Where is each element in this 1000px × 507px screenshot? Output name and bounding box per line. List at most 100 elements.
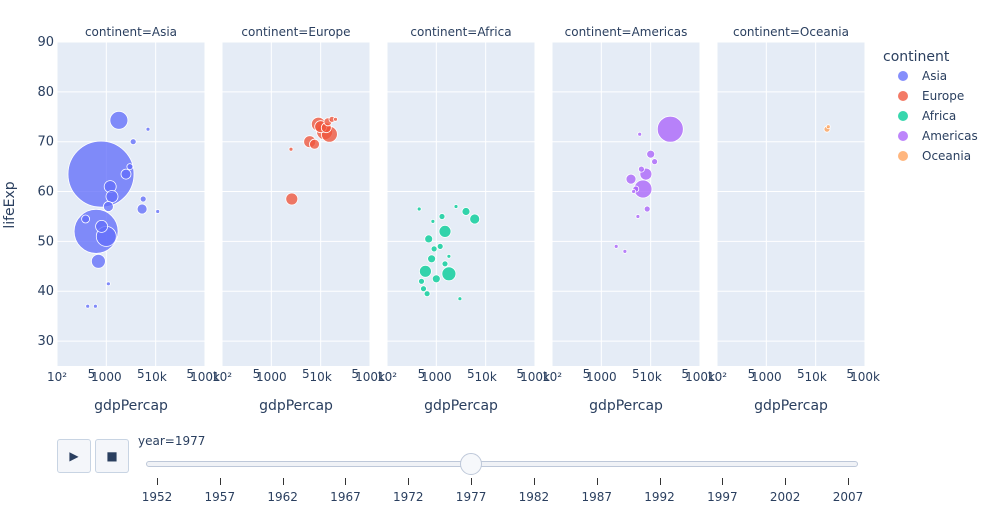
legend-title: continent xyxy=(883,49,950,65)
bubble-africa xyxy=(420,285,427,293)
x-tick-label: 100k xyxy=(850,370,880,384)
bubble-americas xyxy=(638,165,645,173)
legend-marker-oceania xyxy=(898,151,908,161)
bubble-africa xyxy=(416,206,422,212)
current-year-label: year=1977 xyxy=(138,434,206,448)
bubble-africa xyxy=(430,218,436,224)
bubble-asia xyxy=(106,281,111,287)
x-tick-label: 10k xyxy=(310,370,332,384)
bubble-americas xyxy=(656,115,684,143)
bubble-africa xyxy=(431,274,441,284)
x-tick-label: 10k xyxy=(805,370,827,384)
x-minor-tick-label: 5 xyxy=(748,367,756,381)
slider-tick-label: 1997 xyxy=(707,490,738,504)
bubble-africa xyxy=(457,296,463,302)
x-tick-label: 10² xyxy=(212,370,232,384)
x-axis-title: gdpPercap xyxy=(424,398,498,414)
slider-tick xyxy=(533,478,535,485)
x-minor-tick-label: 5 xyxy=(583,367,591,381)
bubble-americas xyxy=(613,243,619,249)
slider-tick xyxy=(345,478,347,485)
x-minor-tick-label: 5 xyxy=(137,367,145,381)
slider-tick xyxy=(722,478,724,485)
bubble-asia xyxy=(91,253,106,269)
bubble-africa xyxy=(446,253,452,259)
bubble-americas xyxy=(646,149,656,159)
x-tick-label: 1000 xyxy=(586,370,617,384)
facet-title: continent=Asia xyxy=(85,25,177,39)
x-tick-label: 1000 xyxy=(751,370,782,384)
slider-tick xyxy=(471,478,473,485)
stop-button[interactable]: ■ xyxy=(95,439,129,473)
x-tick-label: 10² xyxy=(47,370,67,384)
slider-tick xyxy=(408,478,410,485)
legend-marker-europe xyxy=(898,91,908,101)
x-tick-label: 1000 xyxy=(421,370,452,384)
bubble-africa xyxy=(424,234,434,244)
facet-panel-americas xyxy=(552,42,700,366)
bubble-asia xyxy=(85,303,91,309)
bubble-africa xyxy=(430,245,438,253)
legend-label-africa: Africa xyxy=(922,109,956,123)
slider-tick xyxy=(157,478,158,485)
x-tick-label: 100k xyxy=(520,370,550,384)
year-slider-track[interactable] xyxy=(146,461,858,467)
x-minor-tick-label: 5 xyxy=(351,367,359,381)
slider-tick-label: 1962 xyxy=(267,490,298,504)
y-tick-label: 80 xyxy=(37,85,54,100)
slider-tick xyxy=(282,478,284,485)
bubble-asia xyxy=(103,201,114,212)
bubble-europe xyxy=(309,138,320,150)
bubble-asia xyxy=(139,195,147,203)
bubble-africa xyxy=(441,260,449,268)
facet-title: continent=Europe xyxy=(241,25,350,39)
bubble-americas xyxy=(635,214,641,219)
bubble-asia xyxy=(109,110,129,130)
bubble-africa xyxy=(461,207,471,216)
bubble-asia xyxy=(93,303,98,309)
x-tick-label: 100k xyxy=(190,370,220,384)
bubble-asia xyxy=(67,140,135,208)
slider-tick-label: 1977 xyxy=(455,490,487,504)
bubble-africa xyxy=(436,242,444,250)
bubble-oceania xyxy=(825,124,831,130)
bubble-americas xyxy=(631,189,636,194)
facet-panel-africa xyxy=(387,42,535,366)
legend-label-asia: Asia xyxy=(922,69,947,83)
slider-tick-label: 1952 xyxy=(141,490,173,504)
bubble-asia xyxy=(95,219,108,233)
x-tick-label: 1000 xyxy=(91,370,122,384)
play-button[interactable]: ▶ xyxy=(57,439,91,473)
x-minor-tick-label: 5 xyxy=(186,367,194,381)
legend-label-oceania: Oceania xyxy=(922,149,971,163)
x-tick-label: 10k xyxy=(475,370,497,384)
legend-label-europe: Europe xyxy=(922,89,964,103)
x-axis-title: gdpPercap xyxy=(589,398,663,414)
slider-tick xyxy=(659,478,661,485)
x-tick-label: 100k xyxy=(685,370,715,384)
x-minor-tick-label: 5 xyxy=(797,367,805,381)
y-tick-label: 50 xyxy=(37,234,54,249)
x-tick-label: 100k xyxy=(355,370,385,384)
bubble-africa xyxy=(438,213,446,220)
bubble-americas xyxy=(625,173,637,185)
bubble-africa xyxy=(423,290,431,298)
facet-title: continent=Africa xyxy=(410,25,511,39)
slider-tick xyxy=(596,478,598,485)
bubble-europe xyxy=(333,116,338,122)
slider-tick-label: 2002 xyxy=(769,490,801,504)
slider-tick xyxy=(848,478,849,485)
year-slider-handle[interactable] xyxy=(460,453,483,475)
y-tick-label: 30 xyxy=(37,334,54,349)
bubble-americas xyxy=(637,131,643,137)
x-minor-tick-label: 5 xyxy=(516,367,524,381)
bubble-africa xyxy=(438,224,452,238)
legend-marker-americas xyxy=(898,131,908,141)
x-minor-tick-label: 5 xyxy=(681,367,689,381)
bubble-americas xyxy=(622,248,628,254)
x-minor-tick-label: 5 xyxy=(88,367,96,381)
bubble-africa xyxy=(427,254,437,264)
bubble-africa xyxy=(469,213,481,225)
slider-tick-label: 1992 xyxy=(644,490,675,504)
